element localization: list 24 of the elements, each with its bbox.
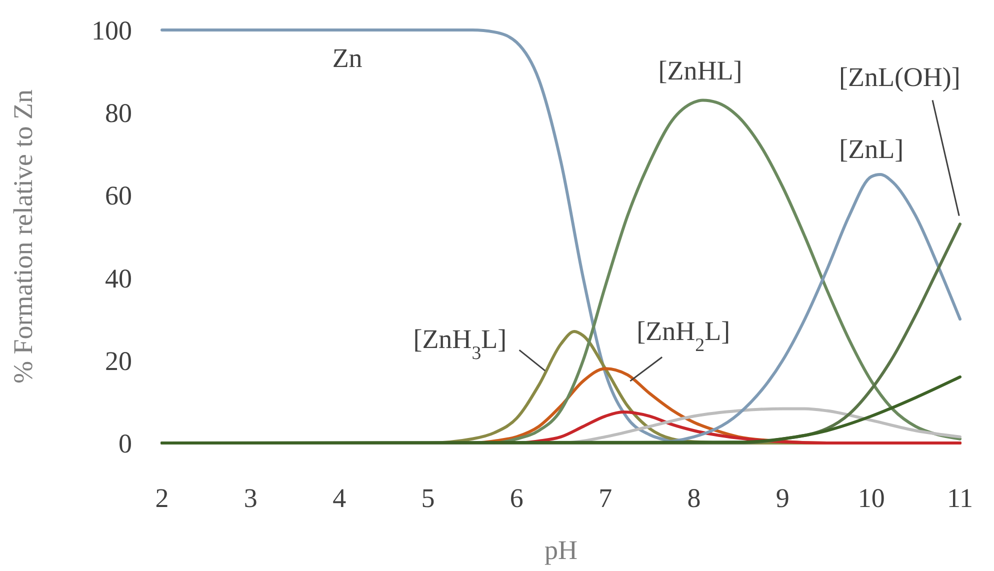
x-tick-label: 8 [687,483,701,513]
x-tick-label: 5 [421,483,435,513]
y-tick-label: 40 [105,263,132,294]
y-tick-label: 100 [92,15,132,46]
series-label: [ZnH$_{2}$L] [636,316,730,356]
x-tick-label: 9 [776,483,790,513]
y-tick-label: 60 [105,180,132,211]
x-tick-label: 2 [155,483,169,513]
y-tick-label: 20 [105,346,132,376]
series-label: [ZnHL] [658,56,742,86]
y-tick-label: 0 [118,428,132,458]
series-label: [ZnL] [839,134,904,164]
series-label: [ZnH$_{3}$L] [413,324,507,364]
text: [ZnL(OH)] [838,62,960,92]
x-tick-label: 4 [332,483,347,513]
x-tick-label: 3 [244,483,258,513]
x-tick-label: 11 [947,483,973,513]
x-tick-label: 10 [858,483,885,513]
series-label: Zn [332,43,363,74]
y-axis-title: % Formation relative to Zn [8,89,38,384]
y-tick-label: 80 [105,98,132,128]
x-tick-label: 6 [510,483,524,513]
x-tick-label: 7 [598,483,612,513]
x-axis-title: pH [544,535,578,565]
